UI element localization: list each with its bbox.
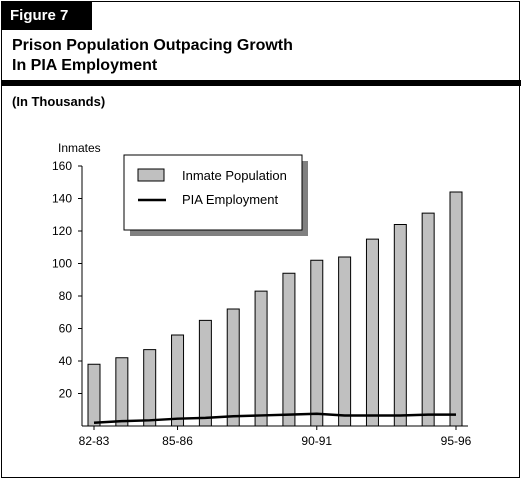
line-pia-employment — [93, 412, 456, 424]
chart-title-line2: In PIA Employment — [12, 57, 158, 74]
bar-inmate-population — [115, 357, 129, 427]
bar-inmate-population — [393, 224, 407, 427]
y-tick-label: 100 — [52, 257, 72, 271]
x-tick-label: 85-86 — [162, 434, 193, 448]
figure-label: Figure 7 — [2, 2, 92, 30]
plot-area: 20 40 60 80 100 120 140 160 82-83 85-86 90-91 95-96 — [52, 159, 472, 448]
bar-inmate-population — [143, 349, 157, 427]
chart-title-line1: Prison Population Outpacing Growth — [12, 37, 293, 54]
bar-inmate-population — [338, 256, 352, 427]
bar-inmate-population — [310, 259, 324, 427]
bar-inmate-population — [282, 272, 296, 427]
bar-inmate-population — [421, 212, 435, 427]
y-tick-label: 40 — [59, 354, 73, 368]
bar-inmate-population — [449, 191, 463, 427]
x-tick-label: 82-83 — [79, 434, 110, 448]
bar-inmate-population — [254, 290, 268, 427]
y-axis-label: Inmates — [58, 141, 101, 155]
y-tick-label: 80 — [59, 289, 73, 303]
bar-inmate-population — [87, 363, 101, 427]
y-tick-label: 140 — [52, 192, 72, 206]
x-tick-label: 95-96 — [441, 434, 472, 448]
y-tick-label: 20 — [59, 387, 73, 401]
title-divider — [2, 80, 521, 86]
chart-subtitle: (In Thousands) — [12, 94, 106, 109]
y-tick-label: 60 — [59, 322, 73, 336]
bar-inmate-population — [198, 319, 212, 427]
bar-inmate-population — [226, 308, 240, 427]
legend-swatch-inmate-population — [137, 168, 165, 182]
y-tick-label: 160 — [52, 159, 72, 173]
legend-label-pia-employment: PIA Employment — [182, 192, 278, 207]
legend: Inmate Population PIA Employment — [123, 154, 308, 236]
chart-title: Prison Population Outpacing Growth In PI… — [12, 36, 492, 76]
legend-box — [123, 154, 303, 231]
bar-inmate-population — [365, 238, 379, 427]
x-tick-label: 90-91 — [301, 434, 332, 448]
legend-label-inmate-population: Inmate Population — [182, 168, 287, 183]
y-tick-label: 120 — [52, 224, 72, 238]
bar-inmate-population — [171, 334, 185, 427]
